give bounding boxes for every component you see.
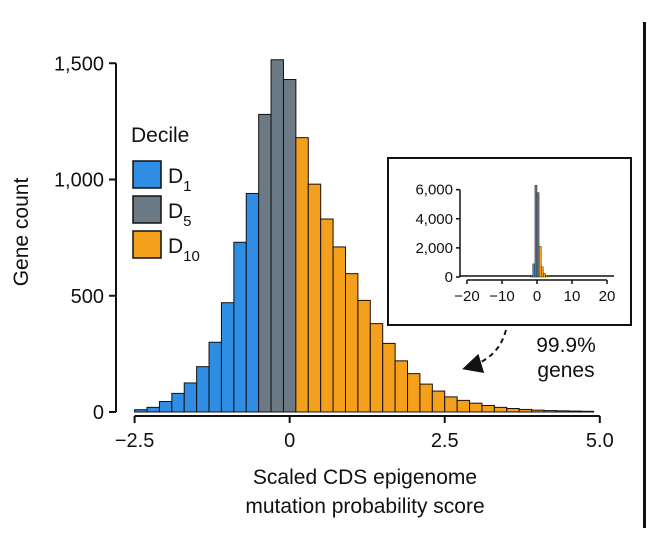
histogram-bar-27 xyxy=(469,402,483,413)
annotation-text-genes: genes xyxy=(537,359,594,382)
legend-label-d10: D10 xyxy=(168,235,200,265)
histogram-bar-29 xyxy=(493,406,508,413)
histogram-bar-13 xyxy=(295,137,309,413)
histogram-bar-31 xyxy=(518,408,533,413)
histogram-bar-36 xyxy=(580,410,595,413)
histogram-bar-2 xyxy=(158,401,173,413)
inset-y-tick-label-3: 6,000 xyxy=(415,182,453,199)
histogram-bar-16 xyxy=(332,246,346,413)
histogram-bar-14 xyxy=(307,183,322,413)
histogram-bar-12 xyxy=(282,79,297,413)
histogram-bar-10 xyxy=(258,113,272,413)
inset-y-tick-label-0: 0 xyxy=(445,269,453,286)
x-axis-label-line-2: mutation probability score xyxy=(245,495,484,518)
annotation-arrow xyxy=(462,329,507,373)
legend-label-d5: D5 xyxy=(168,200,192,230)
inset-bar-0 xyxy=(530,275,534,278)
legend-title: Decile xyxy=(131,124,189,147)
histogram-bar-17 xyxy=(344,273,359,413)
inset-frame xyxy=(387,157,632,326)
histogram-bar-11 xyxy=(270,59,284,413)
inset-x-tick-label-3: 10 xyxy=(564,288,581,305)
main-histogram-bars xyxy=(134,59,595,413)
histogram-bar-24 xyxy=(431,390,446,413)
histogram-bar-26 xyxy=(456,399,471,413)
histogram-bar-22 xyxy=(407,373,421,413)
panel-divider-line xyxy=(643,22,646,528)
histogram-bar-33 xyxy=(543,410,557,413)
inset-bar-1 xyxy=(532,263,536,278)
histogram-bar-0 xyxy=(134,409,148,413)
legend-swatch-d5 xyxy=(132,195,162,224)
inset-x-tick-label-4: 20 xyxy=(599,288,616,305)
histogram-bar-28 xyxy=(481,404,495,413)
histogram-bar-25 xyxy=(444,396,458,413)
annotation-text-percent: 99.9% xyxy=(536,334,596,357)
histogram-bar-5 xyxy=(196,366,210,413)
histogram-bar-9 xyxy=(245,192,260,413)
x-tick-label-0: −2.5 xyxy=(115,430,154,452)
legend-swatch-d10 xyxy=(132,230,162,259)
histogram-bar-8 xyxy=(233,241,247,413)
histogram-bar-1 xyxy=(146,406,160,413)
inset-y-tick-label-2: 4,000 xyxy=(415,211,453,228)
histogram-bar-23 xyxy=(419,383,433,413)
histogram-bar-3 xyxy=(171,392,185,413)
y-tick-label-2: 1,000 xyxy=(54,170,104,192)
legend: Decile D1 D5 D10 xyxy=(131,124,200,265)
histogram-bar-4 xyxy=(183,382,198,413)
histogram-bar-30 xyxy=(506,408,520,413)
x-tick-label-2: 2.5 xyxy=(431,430,459,452)
legend-swatch-d1 xyxy=(132,160,162,189)
y-tick-label-0: 0 xyxy=(93,402,104,424)
y-axis-label: Gene count xyxy=(10,178,33,287)
histogram-bar-19 xyxy=(369,323,384,413)
inset-bar-6 xyxy=(543,273,546,278)
inset-x-tick-label-2: 0 xyxy=(533,288,541,305)
inset-x-tick-label-0: −20 xyxy=(454,288,479,305)
x-tick-label-1: 0 xyxy=(284,430,295,452)
histogram-bar-20 xyxy=(382,342,396,413)
inset-bar-3 xyxy=(536,192,540,278)
histogram-bar-6 xyxy=(208,341,222,413)
main-axes: 0 500 1,000 1,500 −2.5 0 2.5 5.0 Scaled CDS epig… xyxy=(10,53,614,518)
annotation-99-9-percent: 99.9%genes xyxy=(462,329,596,382)
histogram-bar-34 xyxy=(555,410,570,413)
x-tick-label-3: 5.0 xyxy=(586,430,614,452)
inset-bar-5 xyxy=(541,266,544,278)
inset-bar-4 xyxy=(538,246,542,278)
histogram-bar-7 xyxy=(220,302,235,413)
inset-histogram: 0 2,000 4,000 6,000 −20 −10 0 10 20 xyxy=(387,157,632,326)
inset-bar-7 xyxy=(545,275,548,278)
y-tick-label-3: 1,500 xyxy=(54,53,104,75)
histogram-bar-15 xyxy=(320,218,334,413)
inset-x-tick-label-1: −10 xyxy=(489,288,514,305)
histogram-bar-18 xyxy=(357,299,371,413)
y-tick-label-1: 500 xyxy=(71,286,104,308)
histogram-bar-32 xyxy=(531,409,545,413)
histogram-bar-35 xyxy=(568,410,582,413)
legend-label-d1: D1 xyxy=(168,165,192,195)
inset-bar-2 xyxy=(534,185,538,278)
x-axis-label-line-1: Scaled CDS epigenome xyxy=(253,466,477,489)
histogram-bar-21 xyxy=(394,360,409,413)
inset-y-tick-label-1: 2,000 xyxy=(415,240,453,257)
